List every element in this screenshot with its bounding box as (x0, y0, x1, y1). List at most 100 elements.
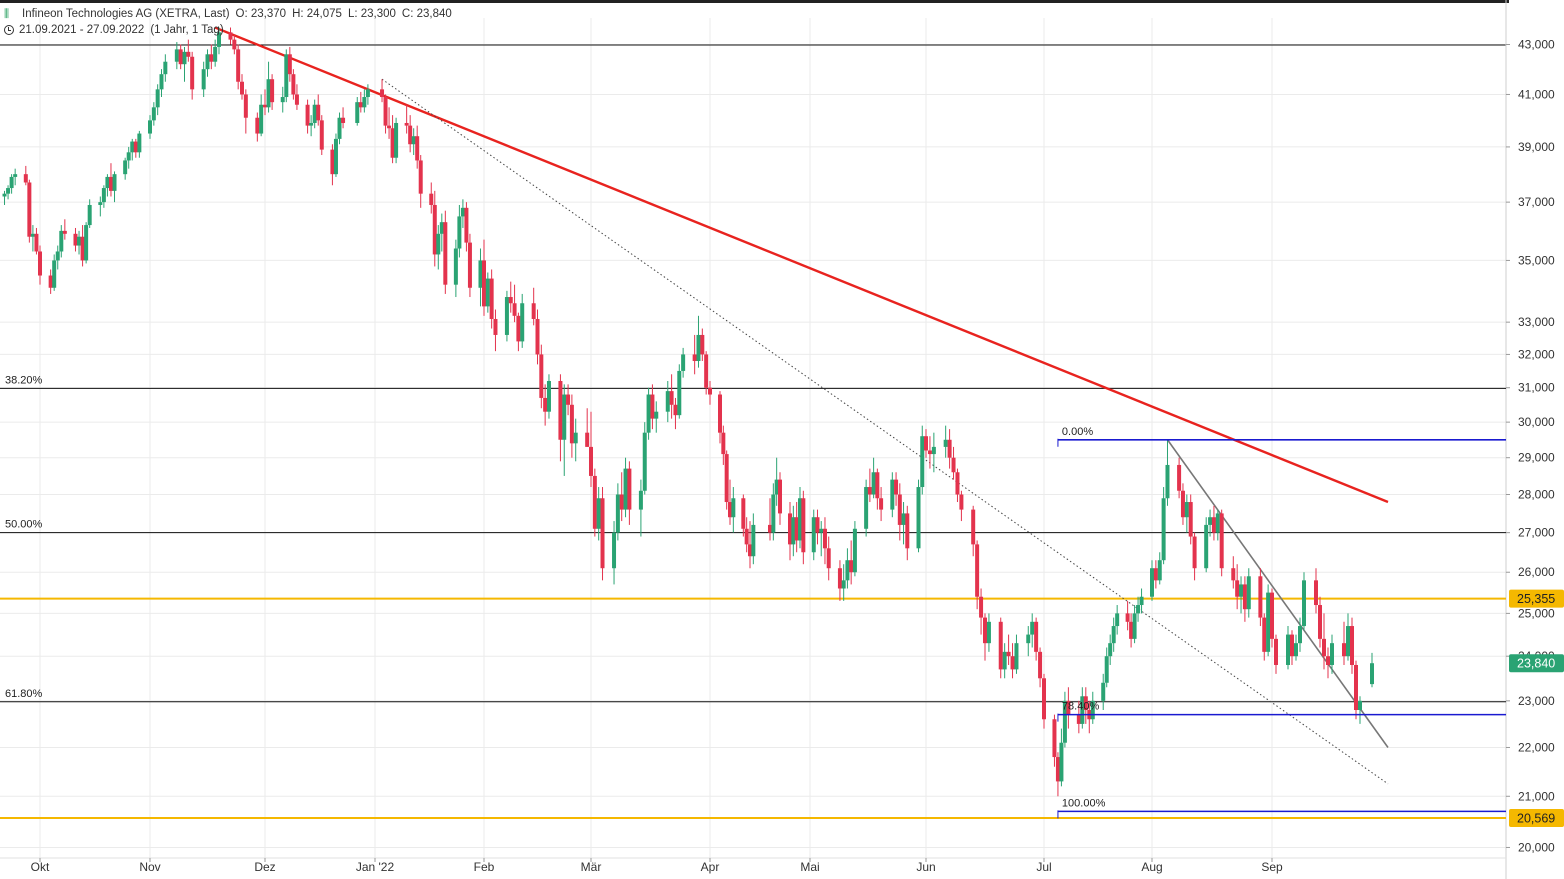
candle (1136, 596, 1141, 622)
candle-body (546, 380, 551, 412)
candle (508, 281, 513, 313)
candle (718, 391, 722, 444)
candle-body (383, 97, 388, 126)
candle-body (62, 230, 67, 234)
candle (943, 425, 948, 458)
candle (365, 84, 370, 105)
candle-body (543, 397, 548, 412)
candle (681, 347, 686, 378)
candle (59, 225, 64, 258)
candle (573, 418, 578, 462)
candle (13, 168, 18, 186)
y-tick-label: 21,000 (1518, 789, 1555, 803)
candle (1192, 532, 1197, 581)
candle-body (1101, 682, 1106, 701)
candle-body (182, 51, 187, 65)
candle (333, 133, 338, 177)
candle (894, 472, 899, 506)
candle-body (59, 230, 64, 252)
period-label: (1 Jahr, 1 Tag) (150, 24, 224, 36)
candle (55, 245, 60, 270)
candle (1042, 673, 1046, 729)
candle (394, 117, 399, 164)
candle (84, 222, 89, 264)
candle (457, 204, 462, 258)
candle-body (562, 394, 567, 440)
candle-body (531, 303, 536, 319)
candle (493, 309, 498, 352)
candle-body (788, 513, 792, 545)
candle (1358, 696, 1362, 724)
candle-body (98, 202, 103, 205)
candle-body (1242, 584, 1247, 610)
candle-body (190, 56, 195, 90)
candle-body (489, 278, 494, 319)
x-tick-label: Feb (474, 860, 495, 874)
candle-body (201, 69, 206, 90)
candle (112, 171, 117, 203)
candle-body (520, 303, 525, 342)
candle-body (1026, 634, 1031, 644)
candle (731, 487, 736, 533)
candle-body (1326, 656, 1330, 665)
fib-level-label: 61.80% (5, 688, 43, 700)
candle-body (1314, 580, 1318, 606)
candle (531, 287, 536, 326)
candle (871, 457, 876, 499)
candle-body (1115, 613, 1120, 627)
candle (30, 225, 35, 252)
candle-body (654, 411, 659, 419)
candle-body (27, 182, 32, 237)
candle (1062, 691, 1067, 748)
candle-body (429, 193, 434, 205)
x-tick-label: Apr (701, 860, 720, 874)
candle (133, 138, 138, 158)
candle-body (1342, 643, 1346, 657)
candle (1231, 556, 1236, 589)
candle-body (744, 528, 749, 545)
candle-body (1184, 502, 1189, 518)
candle-body (951, 457, 956, 473)
price-tag: 20,569 (1509, 809, 1564, 828)
trendline-dotted (381, 78, 1389, 785)
candle-body (955, 472, 960, 495)
candle (2, 190, 7, 205)
x-tick-label: Dez (254, 860, 275, 874)
candle-body (34, 233, 39, 252)
candle (305, 99, 310, 134)
candle-body (55, 251, 60, 261)
candle (798, 487, 802, 549)
gridlines (0, 18, 1506, 858)
candle (436, 225, 441, 270)
candle-body (1125, 613, 1130, 622)
candle-body (1177, 464, 1182, 491)
candle (240, 74, 244, 100)
candle-body (1014, 643, 1019, 670)
candle (270, 74, 275, 110)
ohlc-low: L: 23,300 (347, 8, 396, 20)
candle-body (924, 436, 928, 451)
candle (1258, 568, 1263, 627)
candle (1132, 605, 1137, 644)
chart-header: ⫼ Infineon Technologies AG (XETRA, Last)… (4, 6, 452, 38)
candle-body (48, 275, 53, 288)
candle-body (1358, 700, 1362, 711)
candle (931, 432, 936, 473)
candle (432, 190, 437, 267)
candle-body (1231, 568, 1236, 581)
candle-body (105, 176, 110, 189)
candle (1246, 568, 1251, 618)
x-tick-label: Okt (31, 860, 50, 874)
candle (1180, 483, 1185, 525)
candle-body (1270, 592, 1274, 639)
candle (62, 219, 67, 240)
candle-body (841, 580, 846, 589)
candle-body (1132, 613, 1137, 639)
candle (826, 536, 831, 581)
candle-body (600, 498, 605, 569)
candle (182, 46, 187, 82)
candle (478, 248, 483, 307)
candle (927, 436, 932, 469)
candle (1026, 626, 1031, 657)
